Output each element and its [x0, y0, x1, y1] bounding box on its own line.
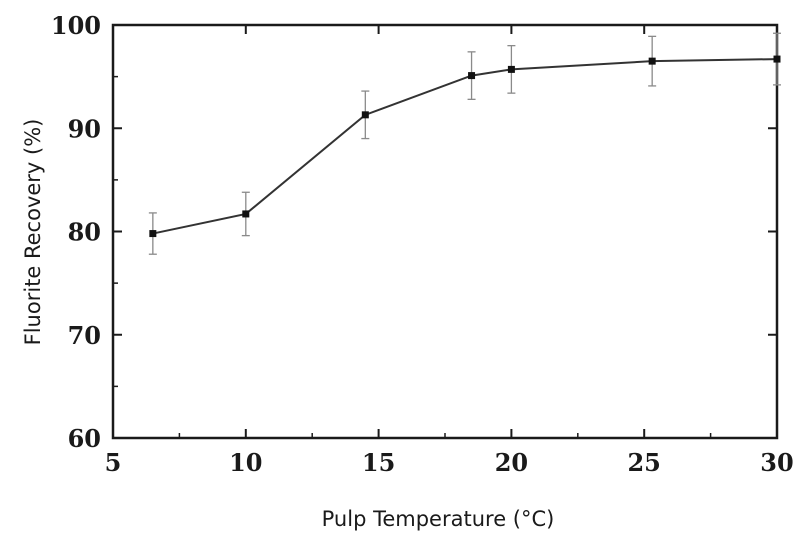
x-tick-label: 10 — [229, 448, 262, 477]
y-axis-label: Fluorite Recovery (%) — [21, 119, 45, 346]
data-point — [361, 111, 369, 119]
x-tick-label: 5 — [105, 448, 122, 477]
series-line — [152, 58, 778, 235]
y-tick-label: 80 — [68, 218, 101, 247]
data-point — [149, 230, 157, 238]
x-tick-label: 25 — [627, 448, 660, 477]
error-bars — [148, 32, 781, 255]
x-tick-label: 30 — [760, 448, 793, 477]
x-axis: 5 10 15 20 25 30 — [105, 25, 794, 477]
x-axis-label: Pulp Temperature (°C) — [322, 507, 555, 531]
y-tick-label: 90 — [68, 114, 101, 143]
x-tick-label: 20 — [495, 448, 528, 477]
data-point — [468, 72, 476, 80]
x-tick-label: 15 — [362, 448, 395, 477]
data-point — [507, 65, 515, 73]
data-points — [149, 55, 781, 238]
y-axis: 60 70 80 90 100 — [51, 11, 777, 453]
y-tick-label: 100 — [51, 11, 101, 40]
y-tick-label: 60 — [68, 424, 101, 453]
y-tick-label: 70 — [68, 321, 101, 350]
data-point — [242, 210, 250, 218]
plot-frame — [111, 23, 779, 440]
data-point — [648, 57, 656, 65]
data-point — [773, 55, 781, 63]
